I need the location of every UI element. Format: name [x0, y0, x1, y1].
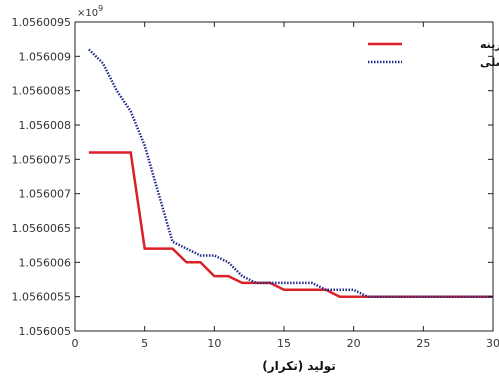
x-axis-label: تولید (تکرار) — [262, 359, 335, 374]
legend: بهترین هزینه هزینه اصلی — [360, 32, 499, 72]
x-tick-label: 10 — [207, 337, 221, 350]
legend-label-best-cost: بهترین هزینه — [480, 38, 499, 51]
x-tick-label: 15 — [277, 337, 291, 350]
y-tick-label: 1.056007 — [19, 188, 72, 201]
y-tick-label: 1.0560095 — [12, 16, 72, 29]
y-tick-label: 1.056005 — [19, 325, 72, 338]
y-axis-multiplier: ×109 — [77, 4, 103, 19]
legend-label-main-cost: هزینه اصلی — [480, 56, 499, 69]
series-line-main-cost — [88, 48, 493, 298]
x-tick-label: 0 — [72, 337, 79, 350]
ticks-layer: 0 5 10 15 20 25 30 1.056005 1.0560055 1.056006 1.0… — [12, 16, 499, 350]
y-tick-label: 1.0560085 — [12, 85, 72, 98]
y-tick-label: 1.0560055 — [12, 291, 72, 304]
y-tick-label: 1.0560065 — [12, 222, 72, 235]
legend-box — [360, 32, 488, 72]
series-layer — [88, 48, 493, 298]
x-tick-label: 25 — [416, 337, 430, 350]
y-tick-label: 1.056006 — [19, 256, 72, 269]
plot-frame — [74, 21, 494, 332]
x-tick-label: 20 — [347, 337, 361, 350]
y-tick-label: 1.0560075 — [12, 153, 72, 166]
x-tick-label: 5 — [141, 337, 148, 350]
y-tick-label: 1.056008 — [19, 119, 72, 132]
x-tick-label: 30 — [486, 337, 499, 350]
y-tick-label: 1.056009 — [19, 50, 72, 63]
